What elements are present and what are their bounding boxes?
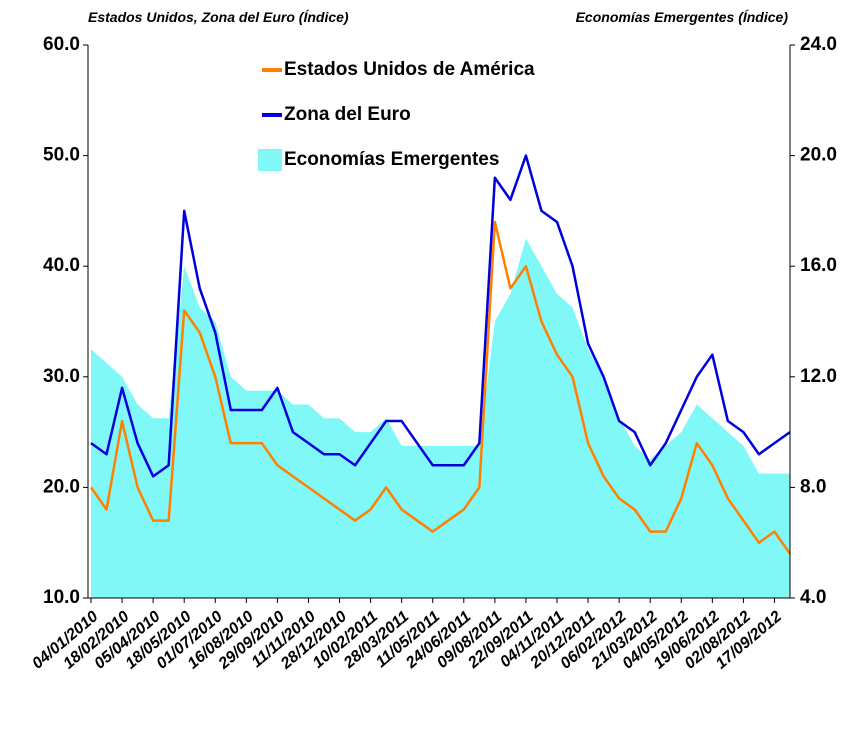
- y-tick-label: 20.0: [43, 476, 80, 497]
- y-axis-label: Estados Unidos, Zona del Euro (Índice): [88, 9, 349, 25]
- y-tick-label: 40.0: [43, 255, 80, 276]
- legend-swatch: [258, 149, 282, 171]
- line: [90, 154, 791, 478]
- y2-tick-label: 16.0: [800, 255, 837, 276]
- y2-tick-label: 20.0: [800, 145, 837, 166]
- y2-tick-label: 4.0: [800, 587, 826, 608]
- legend-label: Zona del Euro: [284, 104, 411, 125]
- y2-axis-label: Economías Emergentes (Índice): [576, 9, 789, 25]
- y2-tick-label: 12.0: [800, 366, 837, 387]
- y-tick-label: 10.0: [43, 587, 80, 608]
- legend-label: Economías Emergentes: [284, 149, 499, 170]
- y2-tick-label: 24.0: [800, 34, 837, 55]
- y-tick-label: 50.0: [43, 145, 80, 166]
- y-tick-label: 60.0: [43, 34, 80, 55]
- y2-tick-label: 8.0: [800, 476, 826, 497]
- line: [89, 220, 792, 555]
- area: [91, 238, 790, 599]
- y-tick-label: 30.0: [43, 366, 80, 387]
- legend-label: Estados Unidos de América: [284, 59, 535, 80]
